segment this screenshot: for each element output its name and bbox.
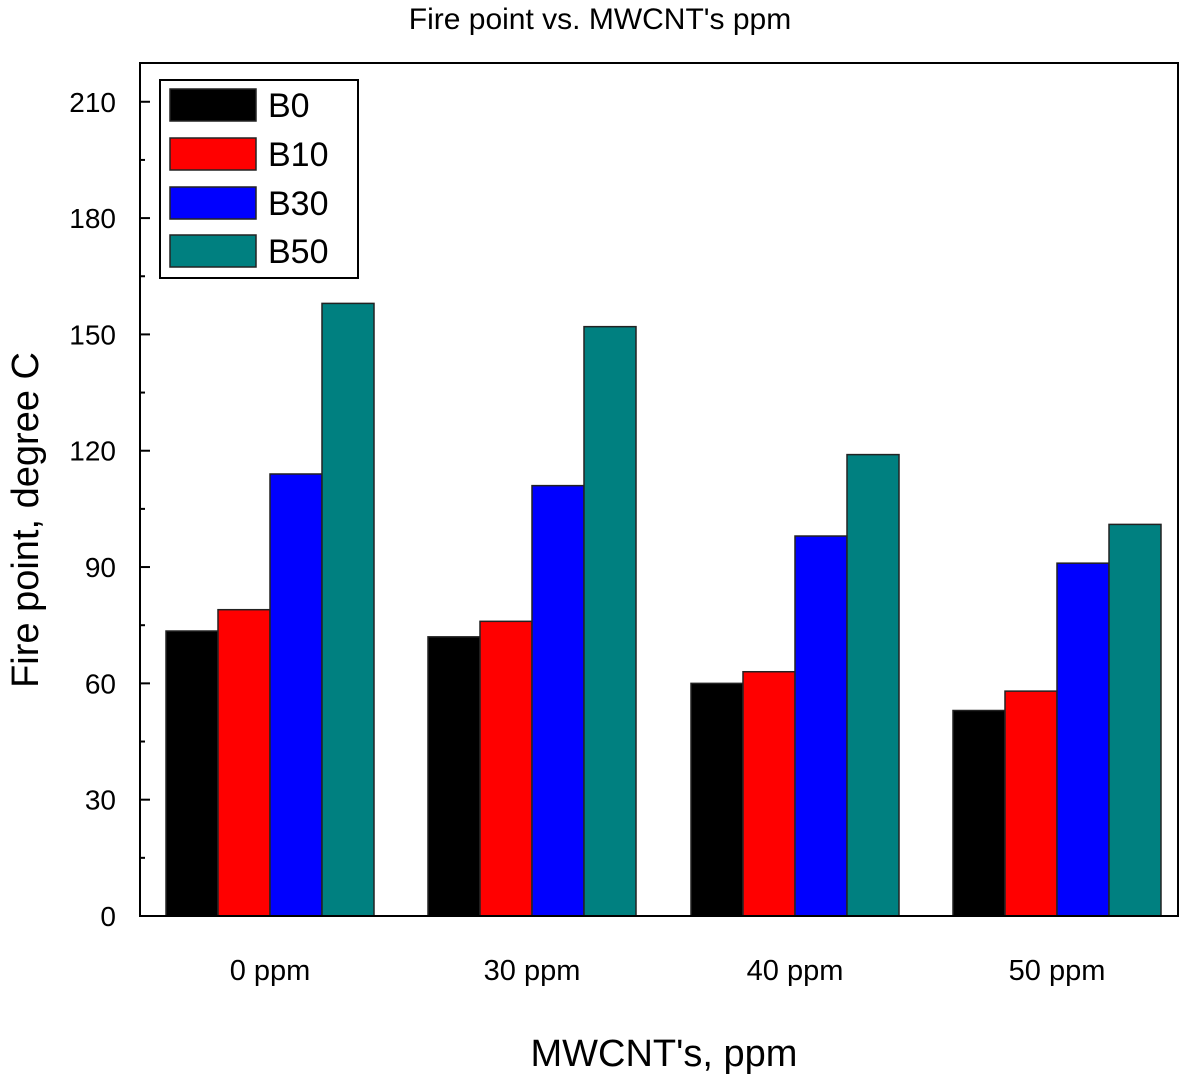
x-category-label: 40 ppm: [747, 955, 844, 987]
legend: B0 B10 B30 B50: [159, 79, 359, 279]
y-axis-ticks: 0 30 60 90 120 150 180 210: [69, 87, 150, 932]
y-tick-label: 90: [85, 552, 116, 583]
legend-swatch-b50: [169, 234, 257, 268]
bar-b0-1: [427, 636, 481, 917]
bar-b30-0: [269, 473, 323, 917]
legend-label-b30: B30: [268, 185, 329, 223]
y-tick-label: 0: [100, 901, 116, 932]
bar-b50-0: [321, 302, 375, 917]
bars-group: 0 ppm 30 ppm 40 ppm 50 ppm: [165, 302, 1162, 987]
legend-label-b0: B0: [268, 87, 310, 125]
bar-b50-3: [1108, 523, 1162, 917]
bar-b30-3: [1056, 562, 1110, 917]
x-category-label: 0 ppm: [230, 955, 311, 987]
legend-swatch-b30: [169, 186, 257, 220]
bar-b50-2: [846, 453, 900, 917]
y-tick-label: 120: [69, 436, 116, 467]
legend-swatch-b10: [169, 137, 257, 171]
legend-label-b50: B50: [268, 233, 329, 271]
legend-label-b10: B10: [268, 136, 329, 174]
bar-b50-1: [583, 325, 637, 917]
bar-b0-2: [690, 682, 744, 917]
x-category-label: 30 ppm: [484, 955, 581, 987]
y-tick-label: 150: [69, 319, 116, 350]
bar-b10-3: [1004, 690, 1058, 917]
bar-b0-3: [952, 709, 1006, 917]
bar-b0-0: [165, 630, 219, 917]
plot-frame: [139, 62, 1179, 917]
bar-b10-2: [742, 670, 796, 917]
legend-swatch-b0: [169, 88, 257, 122]
y-tick-label: 210: [69, 87, 116, 118]
y-tick-label: 60: [85, 668, 116, 699]
y-tick-label: 30: [85, 785, 116, 816]
bar-b10-1: [479, 620, 533, 917]
bar-b30-2: [794, 535, 848, 917]
bar-b30-1: [531, 484, 585, 917]
y-axis-title: Fire point, degree C: [5, 352, 47, 688]
x-axis-title: MWCNT's, ppm: [531, 1033, 798, 1075]
x-category-label: 50 ppm: [1009, 955, 1106, 987]
chart-title: Fire point vs. MWCNT's ppm: [408, 3, 792, 36]
y-tick-label: 180: [69, 203, 116, 234]
bar-b10-0: [217, 608, 271, 917]
